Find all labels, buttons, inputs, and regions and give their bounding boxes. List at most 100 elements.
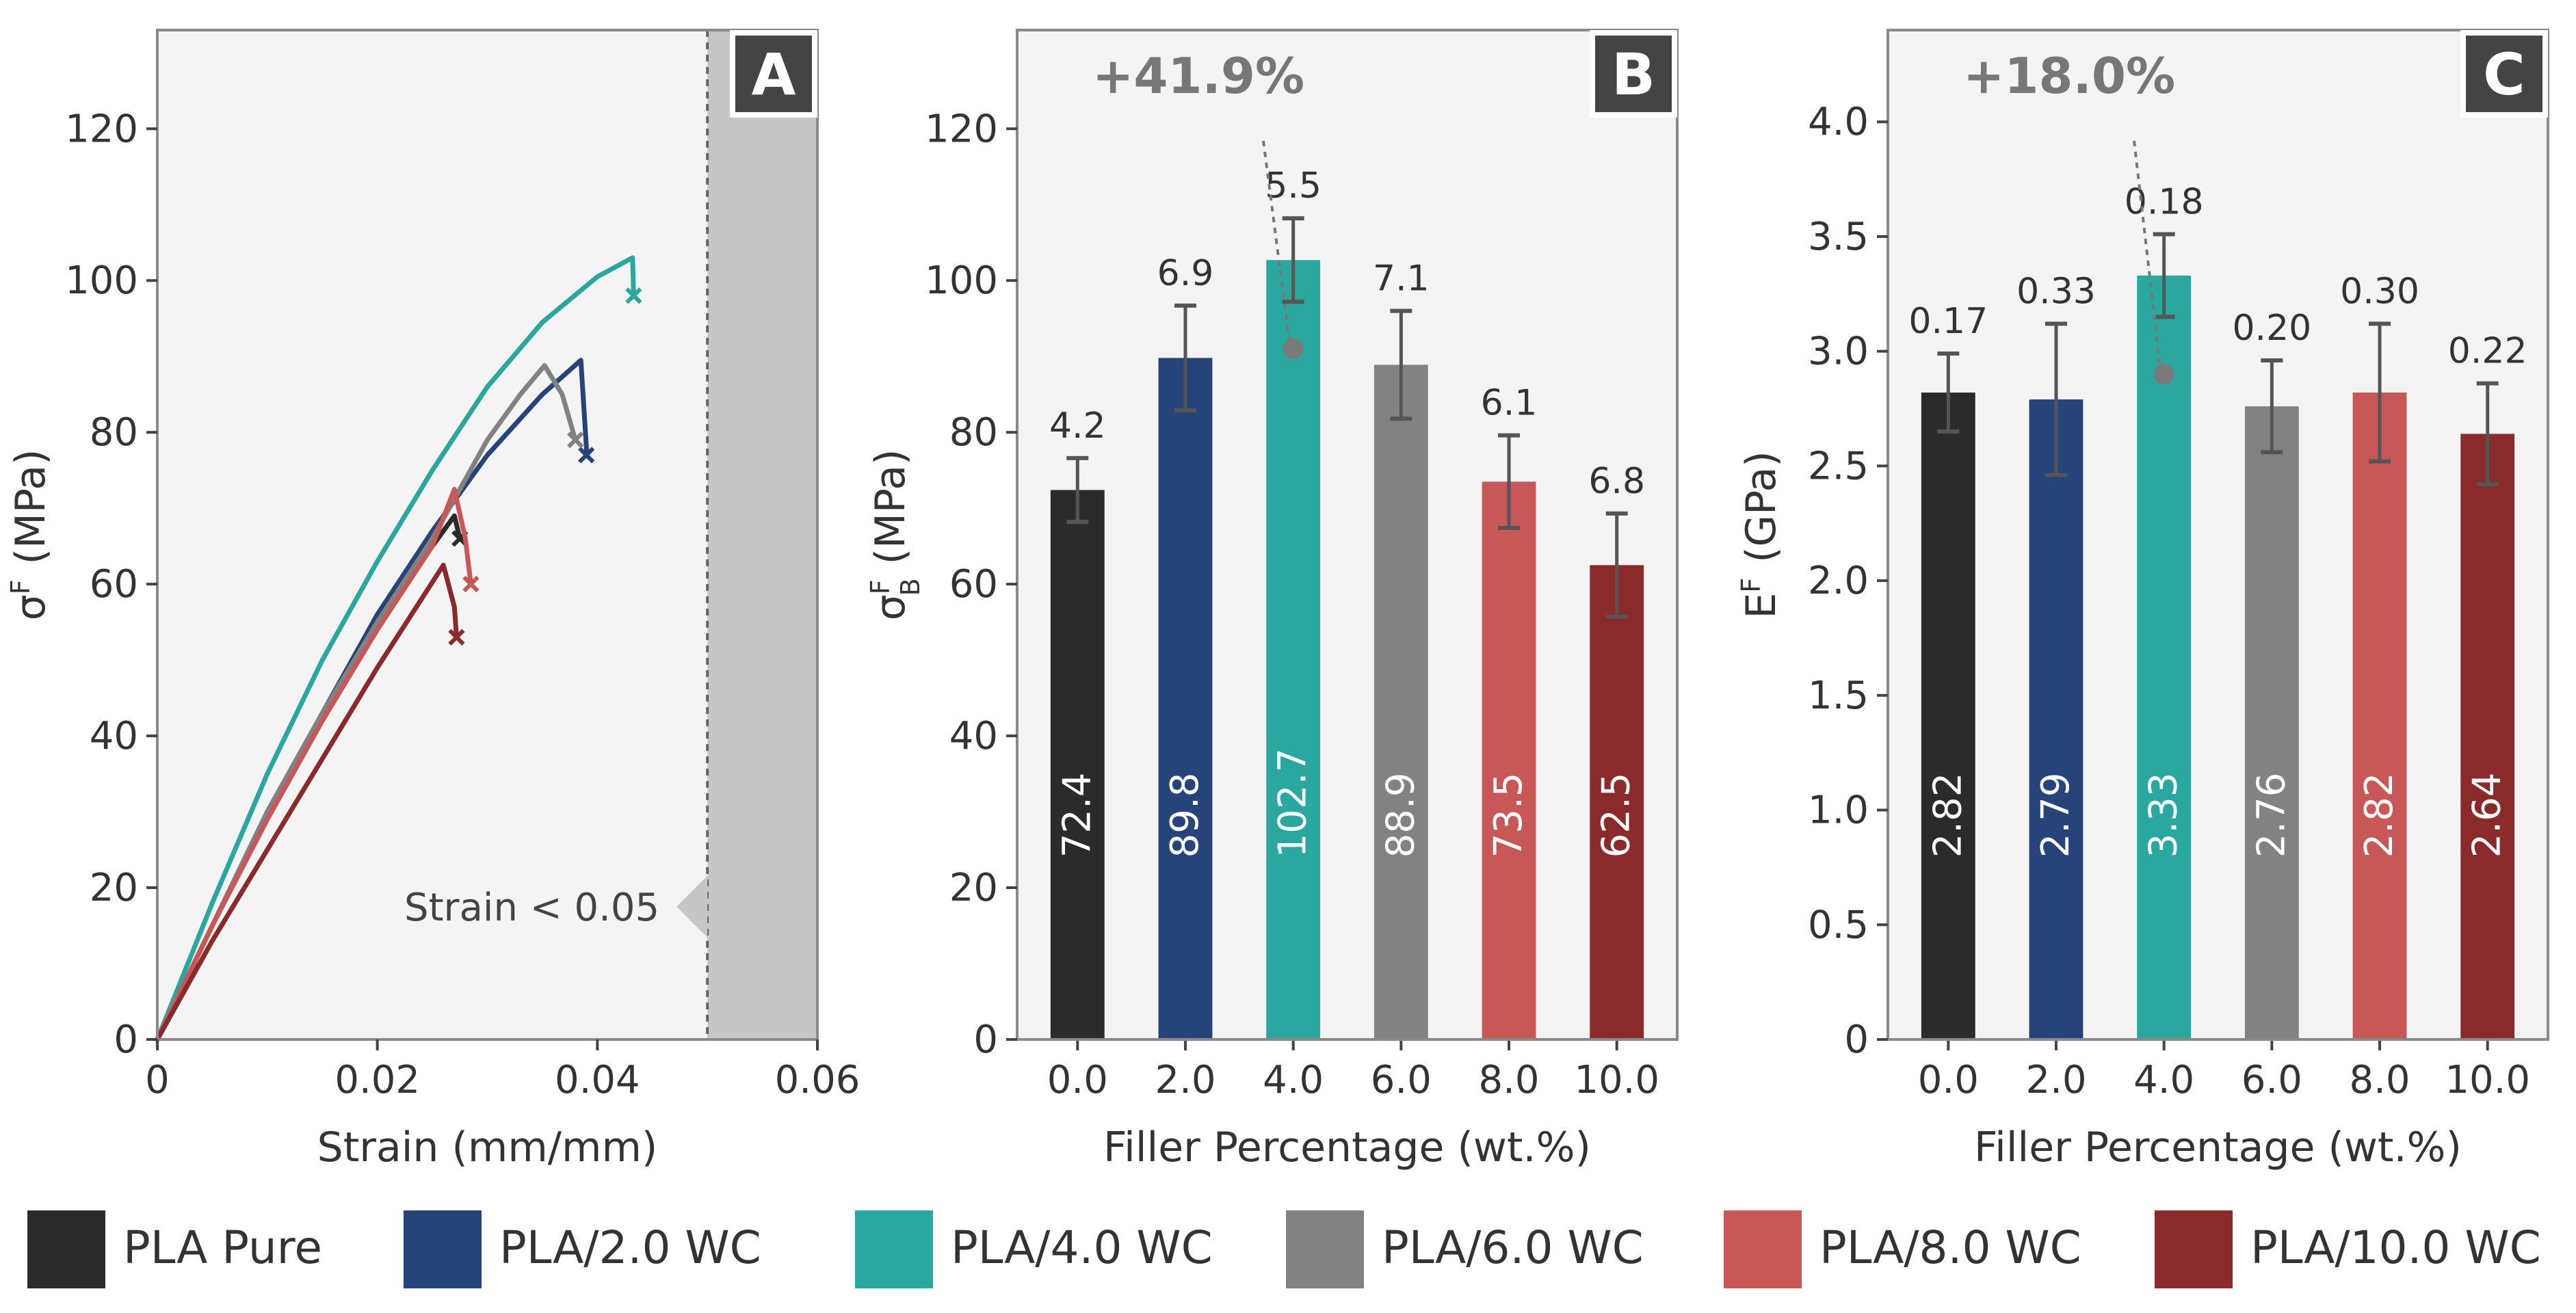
x-axis-label: Filler Percentage (wt.%)	[1103, 1124, 1591, 1171]
panel-b-background	[1017, 30, 1677, 1039]
series-line-3	[155, 255, 636, 1042]
fracture-marker-3	[625, 287, 642, 304]
x-tick-label: 0.02	[334, 1058, 420, 1102]
bar-value-label-group: 62.5	[1594, 773, 1639, 858]
legend-swatch-2	[404, 1210, 482, 1288]
y-axis-label: σF(MPa)	[5, 449, 55, 621]
panel-b-border	[1016, 29, 1679, 1041]
y-tick-label: 0	[114, 1018, 138, 1062]
error-label: 7.1	[1373, 258, 1430, 300]
error-label: 6.8	[1588, 461, 1645, 502]
panel-badge	[2466, 36, 2542, 112]
improvement-point	[1283, 339, 1304, 360]
bar-value-label: 2.64	[2465, 773, 2510, 858]
legend-label-4: PLA/6.0 WC	[1382, 1221, 1644, 1274]
y-axis-label-text: σFB(MPa)	[865, 449, 925, 621]
series-line-5	[155, 486, 473, 1042]
error-label: 6.9	[1157, 253, 1214, 294]
error-label: 0.30	[2340, 271, 2419, 312]
x-tick-label: 8.0	[2349, 1058, 2410, 1102]
bar-0.0	[1050, 490, 1105, 1039]
y-tick-label: 100	[65, 258, 138, 303]
threshold-pointer	[676, 875, 708, 938]
bar-value-label: 102.7	[1271, 748, 1315, 858]
bar-value-label: 3.33	[2142, 773, 2186, 858]
panel-letter: A	[751, 41, 796, 108]
panel-letter: C	[2483, 41, 2525, 108]
fracture-marker-5	[462, 576, 479, 593]
bar-value-label: 72.4	[1055, 773, 1099, 858]
y-tick-label: 120	[925, 107, 998, 151]
bar-4.0	[1266, 260, 1321, 1039]
improvement-leader-line	[1262, 140, 1291, 340]
bar-value-label: 2.79	[2034, 773, 2078, 858]
bar-10.0	[2460, 434, 2515, 1039]
improvement-leader-line	[2133, 140, 2161, 365]
bar-value-label-group: 2.76	[2249, 773, 2294, 858]
fracture-marker-2	[578, 447, 595, 464]
error-label: 0.33	[2016, 271, 2096, 312]
y-tick-label: 60	[90, 562, 138, 607]
bar-value-label: 2.82	[2357, 773, 2402, 858]
bar-value-label: 73.5	[1486, 773, 1531, 858]
bar-2.0	[1158, 358, 1213, 1039]
y-tick-label: 20	[90, 866, 138, 910]
legend-swatch-4	[1286, 1210, 1364, 1288]
y-tick-label: 80	[949, 410, 998, 455]
x-tick-label: 0.0	[1918, 1058, 1979, 1102]
bar-value-label-group: 2.64	[2465, 773, 2510, 858]
bar-value-label-group: 89.8	[1163, 773, 1207, 858]
bar-6.0	[1374, 364, 1428, 1039]
legend-label-1: PLA Pure	[123, 1221, 322, 1274]
bar-2.0	[2029, 399, 2084, 1039]
excluded-strain-region	[707, 30, 817, 1039]
x-tick-label: 8.0	[1478, 1058, 1539, 1102]
bar-value-label-group: 3.33	[2142, 773, 2186, 858]
legend-label-2: PLA/2.0 WC	[499, 1221, 761, 1274]
y-tick-label: 80	[90, 410, 138, 455]
error-label: 0.18	[2125, 182, 2204, 223]
y-tick-label: 40	[949, 714, 998, 758]
threshold-annotation: Strain < 0.05	[404, 886, 659, 930]
y-tick-label: 20	[949, 866, 998, 910]
bar-value-label-group: 102.7	[1271, 748, 1315, 858]
bar-8.0	[1482, 481, 1536, 1039]
bar-4.0	[2137, 275, 2192, 1039]
error-label: 4.2	[1049, 406, 1106, 447]
x-axis-label: Strain (mm/mm)	[317, 1124, 658, 1171]
bar-value-label: 2.82	[1926, 773, 1970, 858]
y-tick-label: 1.0	[1808, 788, 1869, 833]
x-tick-label: 2.0	[2025, 1058, 2086, 1102]
bar-10.0	[1590, 565, 1644, 1039]
panel-badge	[1595, 36, 1672, 112]
legend-swatch-5	[1724, 1210, 1802, 1288]
legend-label-5: PLA/8.0 WC	[1819, 1221, 2081, 1274]
x-tick-label: 4.0	[2133, 1058, 2194, 1102]
legend-swatch-3	[855, 1210, 933, 1288]
x-tick-label: 0.0	[1047, 1058, 1108, 1102]
y-tick-label: 4.0	[1808, 100, 1869, 144]
improvement-label: +41.9%	[1092, 47, 1304, 105]
x-tick-label: 0.04	[555, 1058, 640, 1102]
error-label: 0.22	[2448, 331, 2527, 372]
panel-c-background	[1888, 30, 2548, 1039]
error-label: 6.1	[1481, 383, 1538, 424]
fracture-marker-6	[448, 628, 465, 646]
y-tick-label: 0	[973, 1018, 998, 1062]
y-axis-label: EF(GPa)	[1736, 451, 1785, 618]
y-tick-label: 3.5	[1808, 215, 1869, 259]
x-tick-label: 10.0	[2445, 1058, 2530, 1102]
y-axis-label-text: σF(MPa)	[5, 449, 55, 621]
x-tick-label: 0	[145, 1058, 170, 1102]
x-tick-label: 0.06	[775, 1058, 860, 1102]
bar-value-label-group: 2.82	[2357, 773, 2402, 858]
panel-a-border	[156, 29, 819, 1041]
x-axis-label: Filler Percentage (wt.%)	[1974, 1124, 2462, 1171]
y-tick-label: 60	[949, 562, 998, 607]
panel-badge	[735, 36, 812, 112]
error-label: 5.5	[1265, 165, 1322, 207]
y-tick-label: 2.0	[1808, 559, 1869, 603]
error-label: 0.17	[1908, 301, 1988, 342]
panel-letter: B	[1612, 41, 1655, 108]
y-axis-label: σFB(MPa)	[865, 449, 925, 621]
